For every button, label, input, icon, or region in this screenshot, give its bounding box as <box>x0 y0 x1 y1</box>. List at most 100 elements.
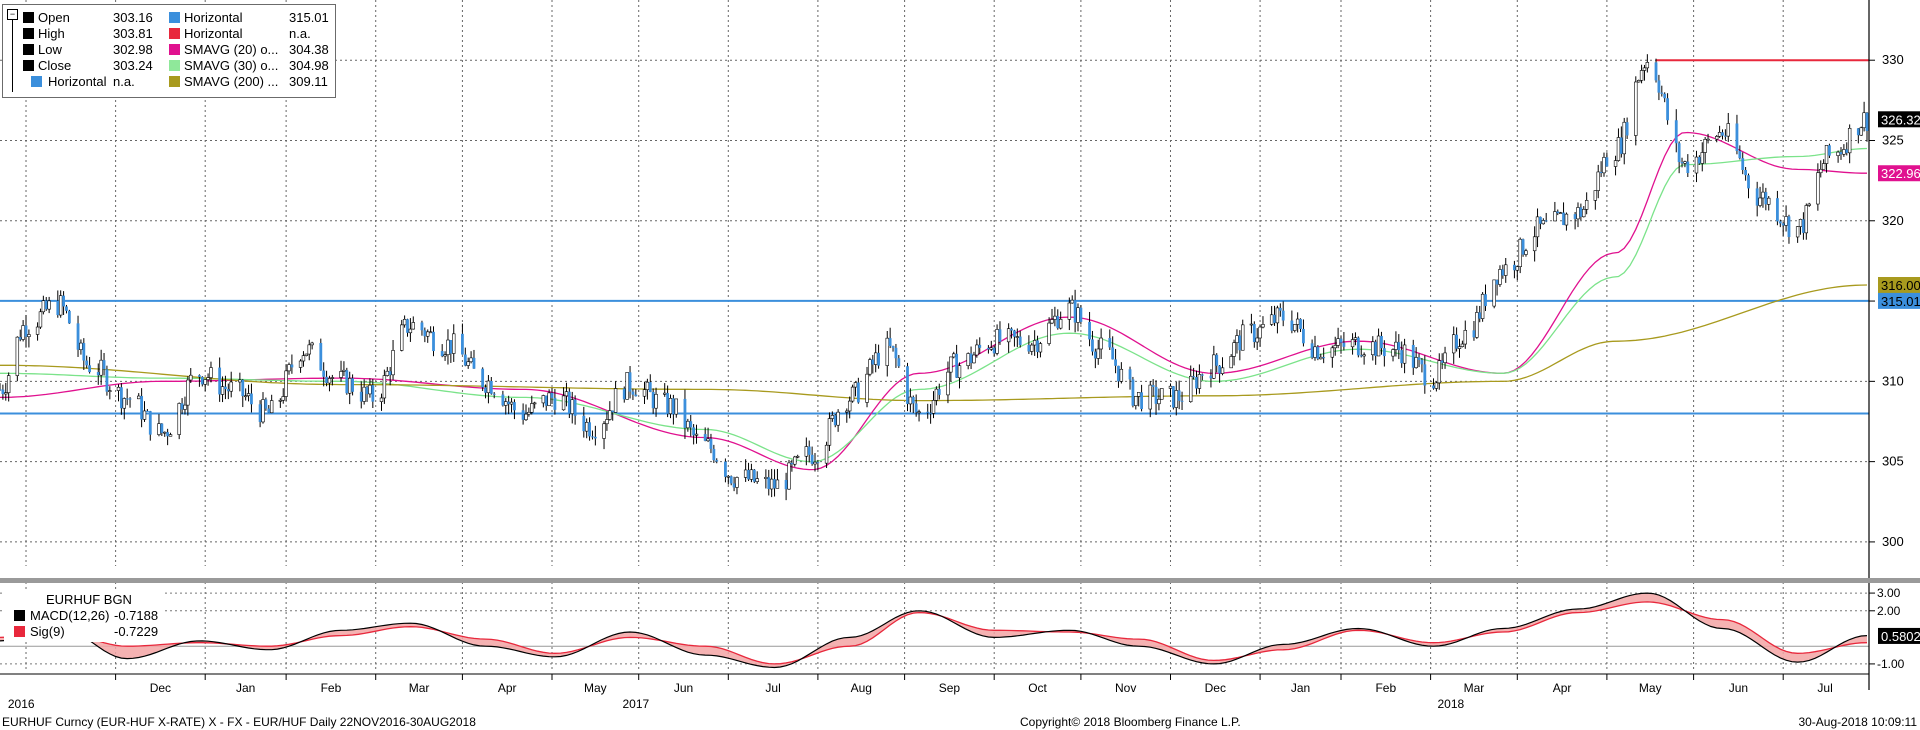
bar-body-24 <box>96 372 100 376</box>
bar-body-376 <box>1518 238 1522 267</box>
bar-body-360 <box>1455 334 1459 349</box>
bar-body-214 <box>865 373 869 403</box>
bar-body-387 <box>1562 212 1565 226</box>
bar-body-295 <box>1192 376 1196 378</box>
bar-body-50 <box>200 376 204 385</box>
bar-body-303 <box>1220 367 1225 374</box>
bar-body-417 <box>1683 161 1687 164</box>
month-label-7: Jul <box>765 681 780 695</box>
bar-body-319 <box>1290 320 1294 331</box>
bar-body-242 <box>975 344 979 356</box>
bar-body-446 <box>1802 219 1805 233</box>
bar-body-431 <box>1741 158 1745 170</box>
bar-body-191 <box>769 478 774 490</box>
bar-body-240 <box>969 353 973 363</box>
bar-body-261 <box>1053 315 1057 320</box>
bar-body-19 <box>76 323 80 350</box>
bar-body-58 <box>229 381 233 392</box>
month-label-17: May <box>1639 681 1662 695</box>
year-label-0: 2016 <box>8 697 35 711</box>
bar-body-430 <box>1738 150 1742 159</box>
macd-legend: EURHUF BGN MACD(12,26) -0.7188 Sig(9) -0.72… <box>4 590 162 642</box>
bar-body-83 <box>330 377 335 379</box>
month-label-18: Jun <box>1729 681 1748 695</box>
bar-body-382 <box>1541 220 1546 225</box>
bar-body-341 <box>1376 335 1381 357</box>
bar-body-332 <box>1339 338 1343 343</box>
bar-body-391 <box>1579 207 1583 217</box>
legend-collapse-box[interactable]: − <box>7 9 18 20</box>
bar-body-224 <box>906 366 909 404</box>
price-tag-1: 322.96 <box>1881 166 1920 181</box>
month-label-1: Jan <box>236 681 255 695</box>
bar-body-299 <box>1209 375 1213 379</box>
legend-value: 304.38 <box>289 42 329 57</box>
bar-body-437 <box>1764 192 1768 205</box>
bar-body-1 <box>1 389 5 395</box>
bar-body-188 <box>755 478 759 482</box>
bar-body-377 <box>1521 239 1525 255</box>
bar-body-128 <box>513 402 516 411</box>
bar-body-140 <box>564 391 569 397</box>
bar-body-160 <box>645 381 650 390</box>
bar-body-260 <box>1050 319 1054 324</box>
bar-body-349 <box>1411 344 1415 368</box>
bar-body-98 <box>391 350 395 376</box>
bar-body-255 <box>1030 344 1034 352</box>
bar-body-155 <box>625 372 629 400</box>
legend-swatch <box>169 28 180 39</box>
bar-body-317 <box>1278 307 1282 311</box>
bar-body-127 <box>509 401 514 405</box>
bar-body-163 <box>654 393 658 409</box>
bar-body-212 <box>853 382 858 388</box>
bar-body-365 <box>1475 312 1479 338</box>
month-label-19: Jul <box>1817 681 1832 695</box>
bar-body-306 <box>1235 335 1239 344</box>
bar-body-251 <box>1013 330 1016 337</box>
bar-body-71 <box>284 370 288 397</box>
bar-body-389 <box>1573 214 1577 219</box>
year-label-2: 2018 <box>1437 697 1464 711</box>
bar-body-263 <box>1058 319 1063 329</box>
bar-body-411 <box>1660 92 1664 94</box>
bar-body-40 <box>160 423 164 433</box>
bar-body-153 <box>613 388 618 413</box>
bar-body-86 <box>345 370 349 394</box>
legend-value: 303.81 <box>113 26 153 41</box>
bar-body-114 <box>461 333 464 355</box>
bar-body-328 <box>1322 357 1326 359</box>
bar-body-451 <box>1821 163 1826 170</box>
legend-value: 304.98 <box>289 58 329 73</box>
bar-body-55 <box>220 386 225 395</box>
bar-body-161 <box>648 382 652 392</box>
bar-body-111 <box>446 339 450 356</box>
macd-legend-label: MACD(12,26) <box>30 608 110 623</box>
bar-body-310 <box>1252 324 1256 343</box>
bar-body-416 <box>1680 162 1684 164</box>
bar-body-447 <box>1804 205 1809 234</box>
bar-body-296 <box>1195 377 1198 389</box>
bar-body-168 <box>674 398 678 415</box>
bar-body-340 <box>1374 341 1378 356</box>
bar-body-406 <box>1639 70 1644 81</box>
bar-body-146 <box>588 422 591 437</box>
bar-body-259 <box>1047 322 1051 344</box>
bar-body-53 <box>209 367 213 378</box>
legend-value: 315.01 <box>289 10 329 25</box>
month-label-5: May <box>584 681 607 695</box>
bar-body-166 <box>668 398 673 415</box>
panel-separator <box>0 578 1920 583</box>
bar-body-460 <box>1859 127 1863 136</box>
bar-body-361 <box>1457 346 1462 349</box>
bar-body-70 <box>281 396 285 401</box>
bar-body-231 <box>931 400 936 414</box>
bar-body-229 <box>926 411 930 413</box>
bar-body-120 <box>484 387 487 393</box>
bar-body-435 <box>1758 197 1762 206</box>
macd-line <box>0 592 1868 669</box>
ma-line-0 <box>0 131 1867 471</box>
month-label-9: Sep <box>939 681 961 695</box>
bar-body-375 <box>1515 266 1519 271</box>
bar-body-324 <box>1310 343 1314 358</box>
